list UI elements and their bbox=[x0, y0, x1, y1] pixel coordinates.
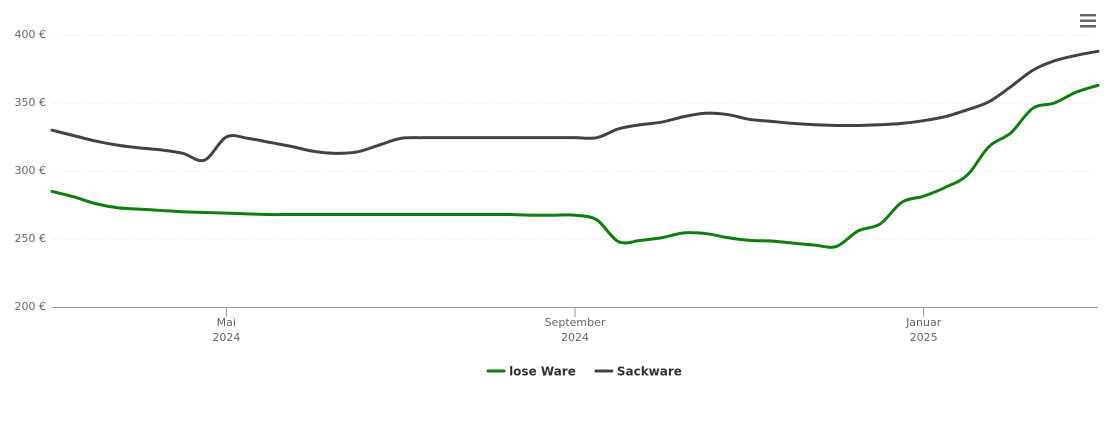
legend: lose Ware Sackware bbox=[486, 365, 682, 379]
y-tick-label: 250 € bbox=[15, 232, 47, 245]
legend-text: Sackware bbox=[617, 365, 682, 379]
menu-button[interactable] bbox=[1080, 14, 1096, 28]
menu-bar bbox=[1080, 25, 1096, 28]
menu-bar bbox=[1080, 19, 1096, 22]
y-tick-label: 400 € bbox=[15, 28, 47, 41]
y-tick-label: 300 € bbox=[15, 164, 47, 177]
x-tick-label: 2025 bbox=[910, 331, 938, 344]
x-tick-label: September bbox=[545, 316, 606, 329]
x-tick-label: 2024 bbox=[212, 331, 240, 344]
series-line bbox=[50, 83, 1100, 249]
x-tick-label: 2024 bbox=[561, 331, 589, 344]
legend-item[interactable]: Sackware bbox=[594, 365, 682, 379]
x-tick-label: Mai bbox=[217, 316, 236, 329]
legend-text: lose Ware bbox=[509, 365, 576, 379]
x-tick-label: Januar bbox=[905, 316, 942, 329]
menu-bar bbox=[1080, 14, 1096, 17]
legend-item[interactable]: lose Ware bbox=[486, 365, 576, 379]
y-tick-label: 350 € bbox=[15, 96, 47, 109]
series-line bbox=[50, 49, 1100, 163]
y-tick-label: 200 € bbox=[15, 300, 47, 313]
